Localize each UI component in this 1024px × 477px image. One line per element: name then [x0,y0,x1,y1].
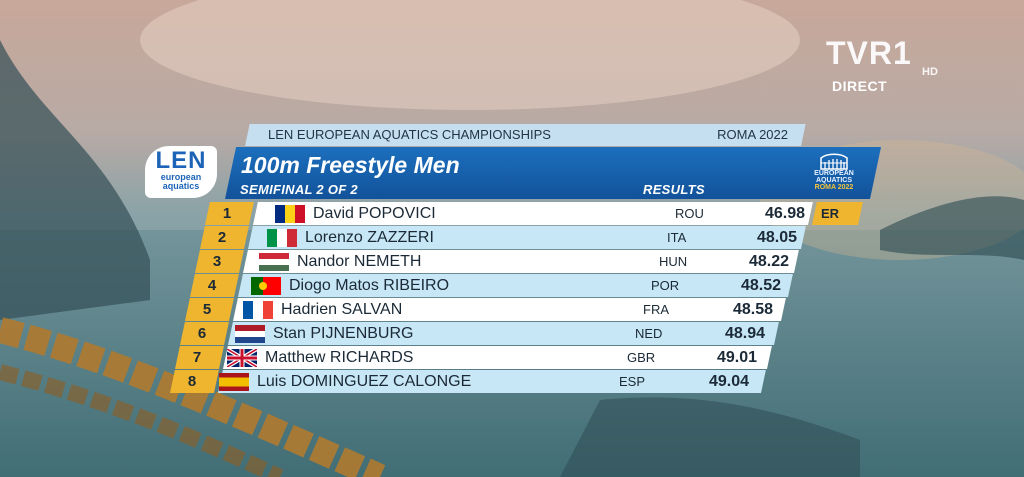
athlete-name: Matthew RICHARDS [265,349,414,366]
roma-2022-badge: EUROPEAN AQUATICS ROMA 2022 [806,152,862,198]
nation-code: FRA [643,302,669,317]
table-row: 2 Lorenzo ZAZZERI ITA 48.05 [200,226,900,249]
nation-code: GBR [627,350,656,365]
result-time: 49.01 [716,349,757,366]
table-row: 3 Nandor NEMETH HUN 48.22 [195,250,895,273]
result-time: 48.94 [724,325,765,342]
heat-label: SEMIFINAL 2 OF 2 [240,182,358,197]
athlete-name: Hadrien SALVAN [281,301,403,318]
france-flag [243,301,273,319]
athlete-name: Stan PIJNENBURG [273,325,414,342]
italy-flag [267,229,297,247]
lane-rope [0,317,386,477]
athlete-name: Luis DOMINGUEZ CALONGE [257,373,472,390]
event-strip-text: LEN EUROPEAN AQUATICS CHAMPIONSHIPS ROMA… [268,124,788,146]
result-time: 49.04 [708,373,749,390]
len-european-aquatics-logo: LEN european aquatics [145,146,217,198]
result-time: 48.58 [732,301,773,318]
rank-number: 7 [192,349,202,366]
nation-code: ESP [619,374,646,389]
table-row: 8 Luis DOMINGUEZ CALONGE ESP 49.04 [170,370,870,393]
athlete-name: David POPOVICI [313,205,436,222]
table-row: 7 Matthew RICHARDS GBR 49.01 [175,346,875,369]
nation-code: HUN [659,254,688,269]
event-title: 100m Freestyle Men [241,152,460,178]
result-time: 48.05 [756,229,797,246]
athlete-name: Nandor NEMETH [297,253,422,270]
live-label: DIRECT [832,78,888,94]
athlete-name: Lorenzo ZAZZERI [305,229,434,246]
nation-code: ITA [667,230,687,245]
results-label: RESULTS [643,182,705,197]
rank-number: 8 [187,373,197,390]
nation-code: POR [651,278,680,293]
athlete-name: Diogo Matos RIBEIRO [289,277,450,294]
record-label: ER [820,206,840,221]
tvr1-logo-text: TVR1 [826,35,912,71]
tvr1-logo: TVR1 HD DIRECT [826,36,946,96]
rank-number: 3 [212,253,222,270]
rank-number: 4 [207,277,217,294]
rank-number: 6 [197,325,207,342]
hd-label: HD [922,66,938,78]
great-britain-flag [227,349,257,367]
hungary-flag [259,253,289,271]
rank-number: 1 [222,205,232,222]
table-row: 4 Diogo Matos RIBEIRO POR 48.52 [190,274,890,297]
nation-code: NED [635,326,663,341]
portugal-flag [251,277,281,295]
championship-name: LEN EUROPEAN AQUATICS CHAMPIONSHIPS [268,127,551,142]
table-row: 5 Hadrien SALVAN FRA 48.58 [185,298,885,321]
rank-number: 2 [217,229,227,246]
spain-flag [219,373,249,391]
colosseum-icon [820,153,848,170]
nation-code: ROU [675,206,704,221]
result-time: 48.52 [740,277,781,294]
netherlands-flag [235,325,265,343]
result-time: 46.98 [764,205,805,222]
rank-number: 5 [202,301,212,318]
venue-label: ROMA 2022 [717,127,788,142]
table-row: 6 Stan PIJNENBURG NED 48.94 [180,322,880,345]
table-row: 1 David POPOVICI ROU 46.98 ER [205,202,905,225]
result-time: 48.22 [748,253,789,270]
romania-flag [275,205,305,223]
